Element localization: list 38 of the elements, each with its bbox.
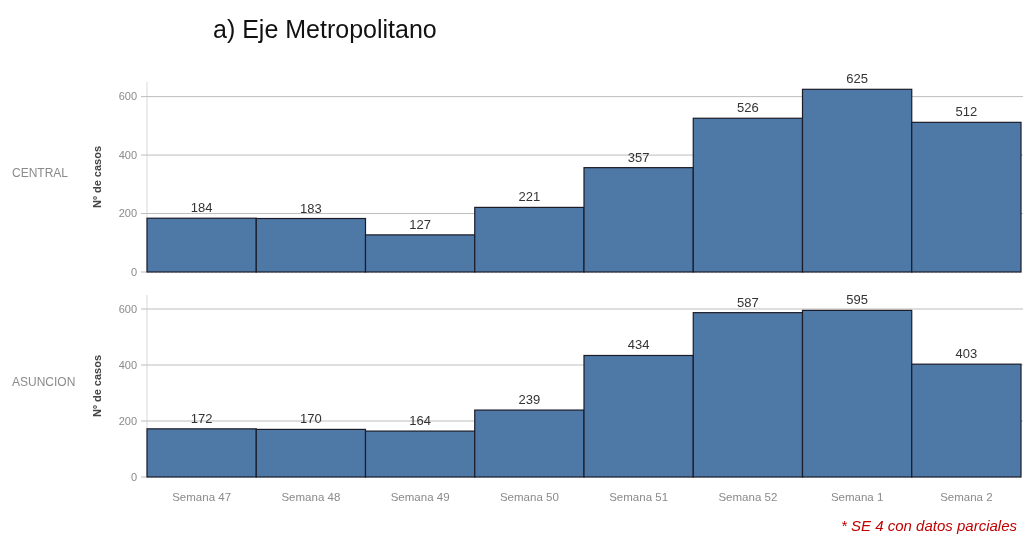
data-label: 587 xyxy=(737,294,759,310)
y-tick-label: 0 xyxy=(130,470,137,483)
y-tick-label: 0 xyxy=(130,265,137,278)
x-tick-label: Semana 50 xyxy=(499,491,559,503)
x-tick-label: Semana 2 xyxy=(940,491,993,503)
data-label: 625 xyxy=(846,71,868,87)
data-label: 127 xyxy=(409,216,431,232)
x-tick-label: Semana 1 xyxy=(830,491,884,503)
x-tick-label: Semana 52 xyxy=(718,491,778,503)
data-label: 357 xyxy=(627,149,650,165)
x-tick-label: Semana 47 xyxy=(172,491,232,503)
data-label: 170 xyxy=(300,411,322,427)
data-label: 434 xyxy=(627,337,650,353)
text: CENTRAL xyxy=(12,166,69,181)
y-tick-label: 600 xyxy=(118,302,137,315)
x-tick-label: Semana 49 xyxy=(390,491,450,503)
y-tick-label: 200 xyxy=(118,414,137,427)
chart-title: a) Eje Metropolitano xyxy=(213,15,437,43)
x-tick-label: Semana 48 xyxy=(281,491,341,503)
data-label: 512 xyxy=(955,104,978,120)
y-tick-label: 600 xyxy=(118,90,137,103)
data-label: 183 xyxy=(300,200,322,216)
y-tick-label: 200 xyxy=(118,207,137,220)
text: * SE 4 con datos parciales xyxy=(841,517,1018,534)
text: ASUNCION xyxy=(12,375,76,390)
data-label: 172 xyxy=(190,410,213,426)
x-tick-label: Semana 51 xyxy=(609,491,669,503)
data-label: 164 xyxy=(409,413,431,429)
y-axis-title: Nº de casos xyxy=(91,354,103,418)
data-label: 221 xyxy=(518,189,541,205)
y-axis-title: Nº de casos xyxy=(91,145,103,209)
y-tick-label: 400 xyxy=(118,148,137,161)
data-label: 184 xyxy=(190,200,213,216)
data-label: 595 xyxy=(846,292,868,308)
y-tick-label: 400 xyxy=(118,358,137,371)
data-label: 239 xyxy=(518,392,541,408)
data-label: 403 xyxy=(955,346,978,362)
data-label: 526 xyxy=(737,100,759,116)
